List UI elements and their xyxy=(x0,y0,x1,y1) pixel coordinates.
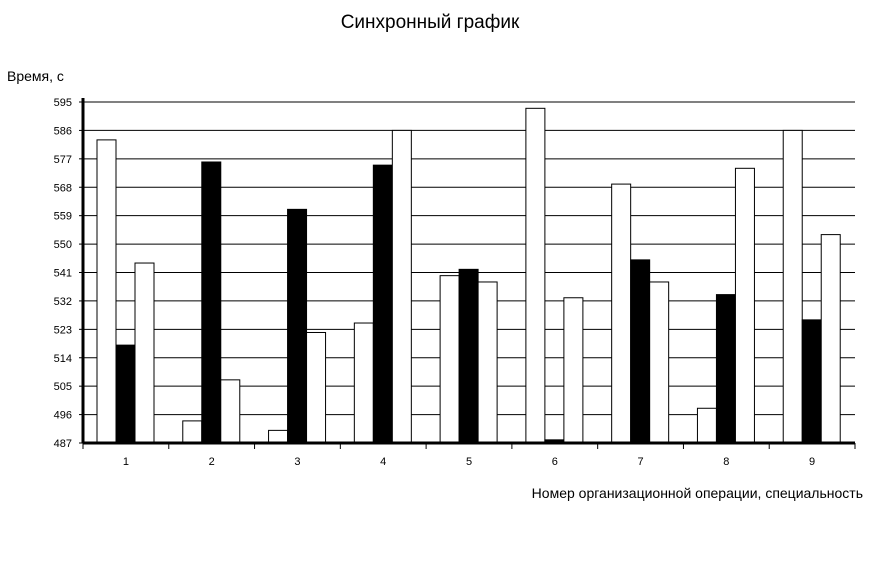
x-tick-label: 9 xyxy=(809,456,815,468)
bar xyxy=(439,275,460,444)
bar xyxy=(525,107,546,444)
y-tick-label: 505 xyxy=(54,381,72,393)
bar xyxy=(201,161,222,444)
x-tick-label: 6 xyxy=(552,456,558,468)
bar xyxy=(696,407,717,444)
y-tick-label: 523 xyxy=(54,324,72,336)
bar xyxy=(353,322,374,444)
bar xyxy=(458,268,479,444)
x-tick-label: 7 xyxy=(637,456,643,468)
bar xyxy=(801,319,822,444)
bar xyxy=(134,262,155,444)
tick-labels: 4874965055145235325415505595685775865951… xyxy=(54,97,816,468)
bars xyxy=(96,107,841,444)
x-tick-label: 2 xyxy=(209,456,215,468)
y-tick-label: 541 xyxy=(54,268,72,280)
bar xyxy=(782,129,803,444)
bar xyxy=(630,259,651,444)
x-tick-label: 3 xyxy=(294,456,300,468)
x-tick-label: 8 xyxy=(723,456,729,468)
y-tick-label: 586 xyxy=(54,125,72,137)
bar xyxy=(649,281,670,444)
y-tick-label: 496 xyxy=(54,410,72,422)
y-tick-label: 577 xyxy=(54,154,72,166)
x-axis-label: Номер организационной операции, специаль… xyxy=(532,485,863,501)
y-tick-label: 550 xyxy=(54,239,72,251)
y-tick-label: 595 xyxy=(54,97,72,109)
axes xyxy=(79,98,856,449)
bar xyxy=(563,297,584,444)
bar xyxy=(268,429,289,444)
bar xyxy=(182,420,203,444)
x-tick-label: 1 xyxy=(123,456,129,468)
x-tick-label: 4 xyxy=(380,456,386,468)
bar xyxy=(820,234,841,444)
y-tick-label: 568 xyxy=(54,182,72,194)
bar xyxy=(477,281,498,444)
bar xyxy=(306,331,327,444)
bar xyxy=(372,164,393,444)
y-axis-label: Время, с xyxy=(7,68,64,84)
bar xyxy=(611,183,632,444)
bar xyxy=(391,129,412,444)
bar xyxy=(220,379,241,444)
y-tick-label: 514 xyxy=(54,353,72,365)
bar xyxy=(287,208,308,444)
bar xyxy=(734,167,755,444)
y-tick-label: 487 xyxy=(54,438,72,450)
chart-title: Синхронный график xyxy=(341,12,520,33)
y-tick-label: 532 xyxy=(54,296,72,308)
bar xyxy=(96,139,117,444)
y-tick-label: 559 xyxy=(54,211,72,223)
bar xyxy=(115,344,136,444)
x-tick-label: 5 xyxy=(466,456,472,468)
bar xyxy=(715,294,736,444)
